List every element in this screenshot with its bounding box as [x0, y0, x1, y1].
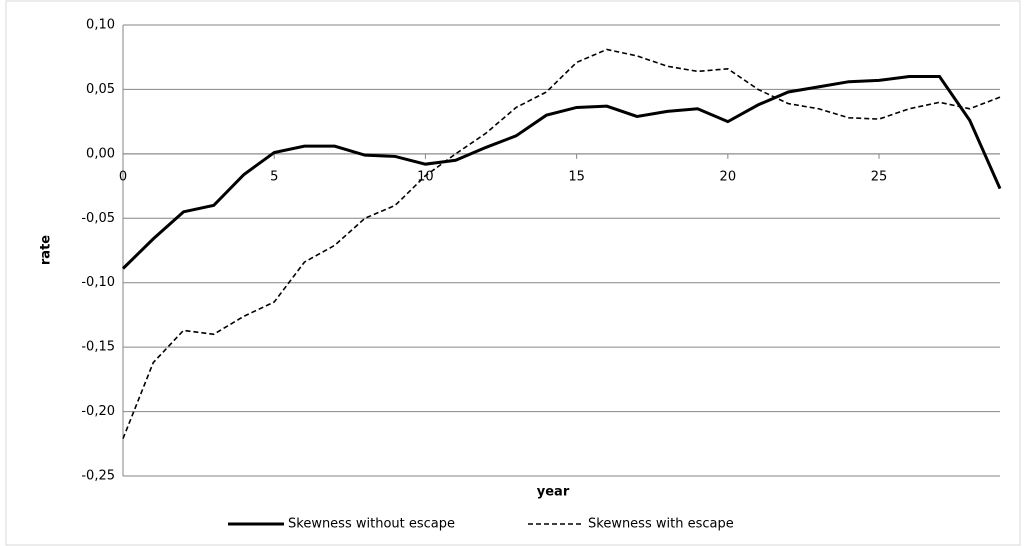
y-tick-label: -0,05 — [81, 211, 115, 226]
y-tick-label: -0,20 — [81, 404, 115, 419]
y-tick-label: -0,10 — [81, 275, 115, 290]
y-tick-label: -0,15 — [81, 340, 115, 355]
x-tick-label: 5 — [270, 169, 278, 184]
series-line — [121, 75, 1002, 270]
y-tick-label: 0,05 — [86, 82, 115, 97]
y-tick-label: 0,00 — [86, 146, 115, 161]
series-line — [122, 48, 1001, 439]
x-axis-label: year — [537, 485, 570, 500]
legend-label: Skewness with escape — [588, 517, 734, 532]
x-tick-label: 15 — [568, 169, 585, 184]
chart-frame — [5, 0, 1021, 546]
x-tick-label: 25 — [871, 169, 888, 184]
y-tick-label: -0,25 — [81, 469, 115, 484]
legend-label: Skewness without escape — [288, 517, 455, 532]
x-tick-label: 20 — [720, 169, 737, 184]
x-tick-label: 0 — [119, 169, 127, 184]
y-tick-label: 0,10 — [86, 18, 115, 33]
y-axis-label: rate — [39, 235, 54, 265]
